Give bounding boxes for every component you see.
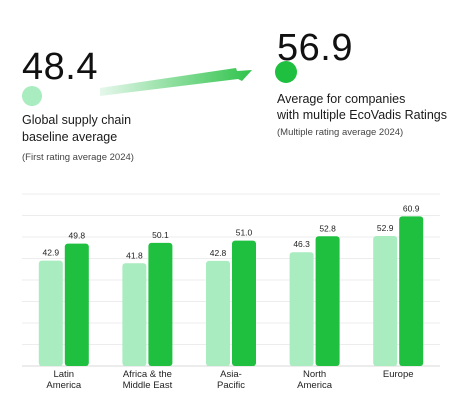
trend-arrow [100,68,252,96]
baseline-label-line2: baseline average [22,130,118,144]
baseline-value: 48.4 [22,46,98,88]
chart-bars [38,216,424,366]
category-label: America [46,380,82,391]
bar-series1-1 [122,263,147,366]
category-label: Middle East [123,380,173,391]
category-label: Africa & the [123,369,172,380]
chart-grid [22,193,440,367]
multiple-ratings-label-line1: Average for companies [277,92,406,106]
multiple-ratings-label-line2: with multiple EcoVadis Ratings [277,108,447,122]
value-label: 52.8 [319,223,336,233]
bar-series1-2 [206,260,230,366]
category-label: Europe [383,369,414,380]
bar-series2-4 [399,216,424,366]
bar-series2-1 [148,242,173,366]
value-label: 60.9 [403,203,420,213]
value-label: 42.9 [43,248,60,258]
value-label: 41.8 [126,250,143,260]
category-label: Latin [53,369,74,380]
value-label: 51.0 [236,228,253,238]
value-label: 49.8 [69,231,86,241]
category-label: North [303,369,326,380]
multiple-ratings-dot [275,61,297,83]
bar-series2-3 [315,236,340,366]
bar-series2-0 [64,243,89,366]
category-label: America [297,380,333,391]
baseline-note: (First rating average 2024) [22,152,134,163]
multiple-ratings-value: 56.9 [277,27,353,69]
baseline-dot [22,86,42,106]
baseline-label-line1: Global supply chain [22,113,132,127]
multiple-ratings-note: (Multiple rating average 2024) [277,127,404,138]
bar-series1-3 [289,252,314,366]
value-label: 50.1 [152,230,169,240]
value-label: 46.3 [293,239,310,249]
category-label: Pacific [217,380,245,391]
chart-value-labels: 42.9 49.8 41.8 50.1 42.8 51.0 46.3 52.8 52.9 60.9 [43,203,420,260]
category-label: Asia- [220,369,242,380]
bar-series1-0 [38,260,63,366]
bar-series2-2 [232,240,256,366]
value-label: 42.8 [210,248,227,258]
value-label: 52.9 [377,223,394,233]
bar-series1-4 [373,236,398,366]
